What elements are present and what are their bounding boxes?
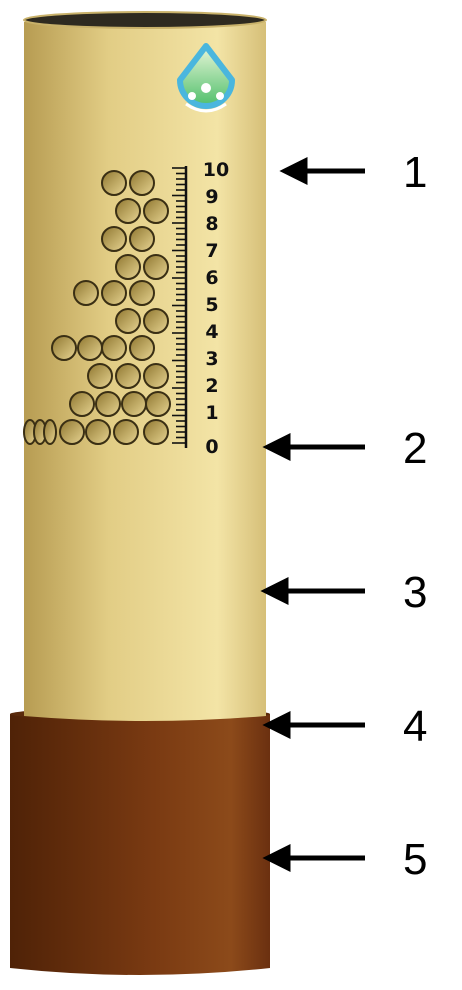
callout-3: 3 xyxy=(260,568,427,617)
scale-ruler xyxy=(172,166,188,448)
drain-hole xyxy=(101,280,127,306)
tube-rim xyxy=(23,11,267,29)
drain-hole xyxy=(115,363,141,389)
scale-label-9: 9 xyxy=(205,186,218,208)
drain-hole xyxy=(143,419,169,445)
callout-number: 1 xyxy=(403,148,427,197)
left-arrow-icon xyxy=(262,710,365,740)
scale-label-7: 7 xyxy=(205,240,218,262)
drain-hole xyxy=(129,280,155,306)
callout-number: 3 xyxy=(403,568,427,617)
drain-hole xyxy=(143,363,169,389)
scale-label-0: 0 xyxy=(205,436,218,458)
tube-body xyxy=(23,11,267,721)
scale-label-10: 10 xyxy=(203,159,229,181)
drain-hole xyxy=(115,254,141,280)
left-arrow-icon xyxy=(260,576,365,606)
left-arrow-icon xyxy=(279,156,365,186)
callout-number: 4 xyxy=(403,702,427,751)
drain-hole xyxy=(95,391,121,417)
drain-hole xyxy=(145,391,171,417)
drain-hole xyxy=(129,226,155,252)
left-arrow-icon xyxy=(262,843,365,873)
scale-label-3: 3 xyxy=(205,348,218,370)
scale-label-1: 1 xyxy=(205,402,218,424)
left-arrow-icon xyxy=(262,432,365,462)
callout-4: 4 xyxy=(262,702,427,751)
drain-hole xyxy=(143,308,169,334)
drain-hole xyxy=(121,391,147,417)
callout-5: 5 xyxy=(262,835,427,884)
drain-hole xyxy=(87,363,113,389)
scale-label-5: 5 xyxy=(205,294,218,316)
scale-label-4: 4 xyxy=(205,321,218,343)
drain-hole xyxy=(59,419,85,445)
scale-label-2: 2 xyxy=(205,375,218,397)
drain-hole xyxy=(77,335,103,361)
scale-label-6: 6 xyxy=(205,267,218,289)
drain-hole xyxy=(143,254,169,280)
drain-hole xyxy=(73,280,99,306)
drain-hole xyxy=(69,391,95,417)
water-drop-people-logo-icon xyxy=(177,43,235,113)
drain-hole xyxy=(51,335,77,361)
drain-hole xyxy=(143,198,169,224)
base-cup xyxy=(10,708,270,975)
drain-hole xyxy=(43,419,57,445)
drain-hole xyxy=(115,308,141,334)
drain-hole xyxy=(129,170,155,196)
drain-hole xyxy=(101,170,127,196)
scale-label-8: 8 xyxy=(205,213,218,235)
drain-hole xyxy=(101,226,127,252)
drain-hole xyxy=(129,335,155,361)
drain-hole xyxy=(115,198,141,224)
drain-hole xyxy=(113,419,139,445)
drain-hole xyxy=(101,335,127,361)
callout-number: 5 xyxy=(403,835,427,884)
scale-labels: 10 9 8 7 6 5 4 3 2 1 0 xyxy=(203,159,229,458)
drain-hole xyxy=(85,419,111,445)
callout-1: 1 xyxy=(279,148,427,197)
callout-number: 2 xyxy=(403,424,427,473)
callout-2: 2 xyxy=(262,424,427,473)
drain-holes xyxy=(23,170,171,445)
